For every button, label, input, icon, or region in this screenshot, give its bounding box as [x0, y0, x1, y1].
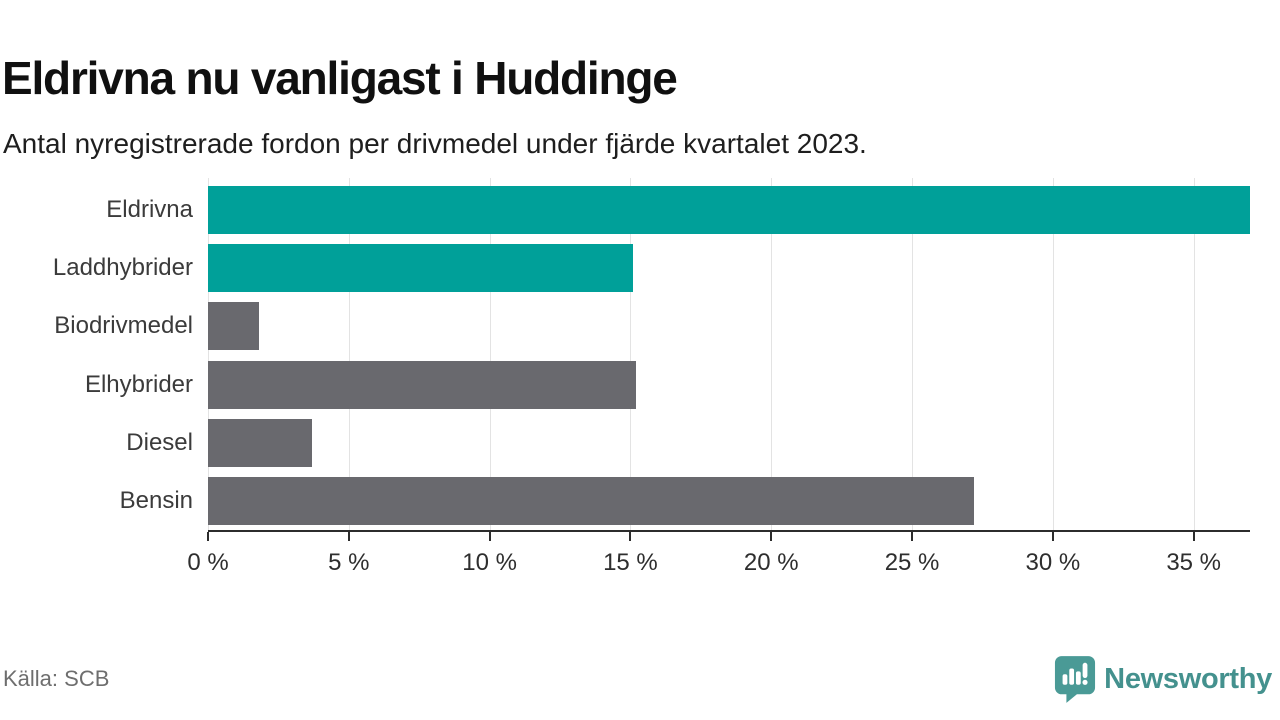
bar-chart: Eldrivna Laddhybrider Biodrivmedel Elhybrid…	[0, 178, 1250, 601]
brand-name: Newsworthy	[1104, 662, 1272, 695]
category-label: Elhybrider	[84, 370, 193, 398]
axis-tick	[207, 532, 209, 541]
gridline	[912, 178, 914, 530]
axis-tick-label: 15 %	[603, 549, 658, 576]
category-label: Eldrivna	[106, 196, 193, 223]
bar-bensin	[208, 476, 974, 525]
axis-tick	[347, 532, 350, 541]
gridline	[771, 178, 773, 530]
brand-logo-link[interactable]: Newsworthy	[1054, 654, 1272, 704]
axis-tick-label: 30 %	[1025, 549, 1081, 576]
axis-tick	[770, 532, 773, 541]
axis-tick-label: 10 %	[462, 549, 517, 576]
bar-laddhybrider	[208, 244, 634, 293]
plot-area	[208, 178, 1250, 530]
axis-tick-label: 20 %	[743, 549, 799, 576]
x-axis-line	[208, 530, 1250, 532]
gridline	[208, 178, 209, 530]
source-credit: Källa: SCB	[3, 666, 110, 691]
page-title: Eldrivna nu vanligast i Huddinge	[2, 51, 678, 104]
gridline	[630, 178, 632, 530]
axis-tick	[1051, 532, 1054, 541]
category-label: Bensin	[119, 486, 193, 514]
axis-tick-label: 35 %	[1166, 549, 1222, 576]
bar-eldrivna	[208, 186, 1250, 234]
axis-tick-label: 5 %	[328, 549, 370, 576]
chart-subtitle: Antal nyregistrerade fordon per drivmede…	[3, 128, 867, 159]
category-label: Biodrivmedel	[54, 312, 193, 340]
gridline	[1193, 178, 1195, 530]
axis-tick-label: 0 %	[187, 549, 229, 576]
gridline	[1052, 178, 1054, 530]
axis-tick	[488, 532, 491, 541]
category-label: Laddhybrider	[52, 254, 193, 282]
bar-biodrivmedel	[208, 302, 259, 351]
bar-elhybrider	[208, 360, 637, 409]
axis-tick	[1192, 532, 1195, 541]
gridline	[348, 178, 350, 530]
category-label: Diesel	[126, 428, 193, 456]
bar-diesel	[208, 418, 313, 467]
axis-tick	[911, 532, 914, 541]
newsworthy-logo-icon	[1054, 655, 1096, 703]
category-labels: Eldrivna Laddhybrider Biodrivmedel Elhybrid…	[0, 181, 193, 530]
x-axis: 0 % 5 % 10 % 15 % 20 % 25 % 30 % 35 %	[187, 532, 1250, 592]
axis-tick-label: 25 %	[884, 549, 940, 576]
axis-tick	[629, 532, 632, 541]
gridline	[489, 178, 491, 530]
